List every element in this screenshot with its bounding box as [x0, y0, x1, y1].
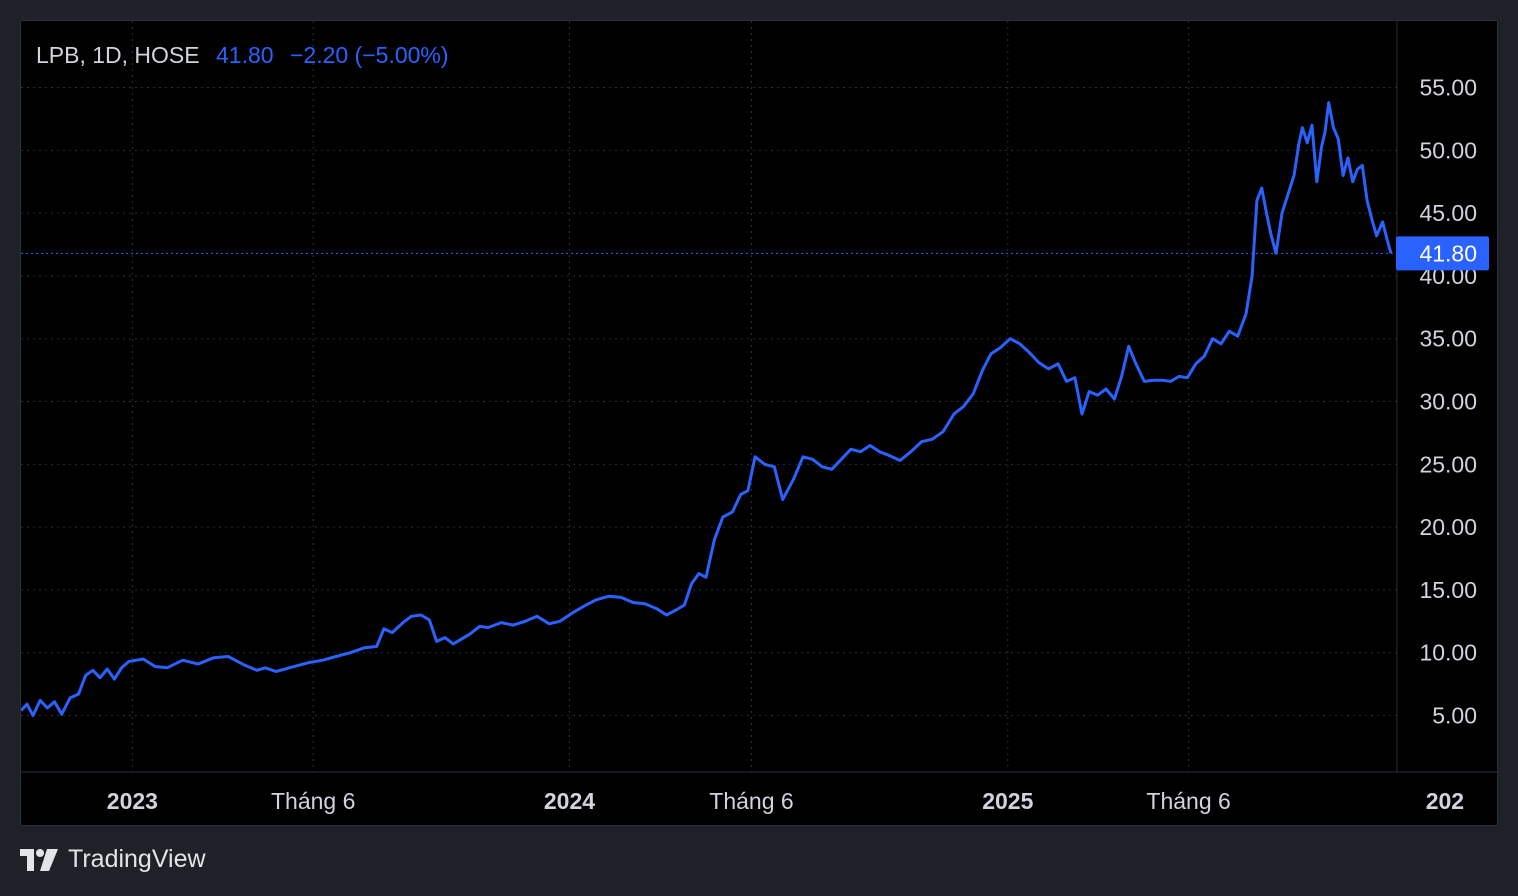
y-tick-label: 15.00: [1419, 577, 1477, 603]
x-axis-labels: 2023 Tháng 6 2024 Tháng 6 2025 Tháng 6 202: [107, 788, 1464, 814]
y-tick-label: 55.00: [1419, 75, 1477, 101]
tradingview-logo-icon: [20, 848, 58, 871]
y-axis-labels: 5.0010.0015.0020.0025.0030.0035.0040.004…: [1419, 75, 1477, 729]
y-tick-label: 45.00: [1419, 200, 1477, 226]
x-tick-label: 2023: [107, 788, 158, 814]
x-tick-label: Tháng 6: [709, 788, 793, 814]
branding-name: TradingView: [68, 845, 206, 873]
legend-symbol: LPB, 1D, HOSE: [36, 42, 200, 68]
x-tick-label: 2024: [544, 788, 595, 814]
legend-price: 41.80: [216, 42, 274, 68]
y-tick-label: 50.00: [1419, 137, 1477, 163]
x-tick-label: 202: [1426, 788, 1464, 814]
branding[interactable]: TradingView: [20, 845, 206, 874]
grid-lines: [21, 21, 1397, 772]
x-tick-label: 2025: [982, 788, 1033, 814]
y-tick-label: 10.00: [1419, 640, 1477, 666]
legend-change: −2.20 (−5.00%): [289, 42, 449, 68]
y-tick-label: 5.00: [1432, 702, 1477, 728]
x-tick-label: Tháng 6: [271, 788, 355, 814]
price-series-line[interactable]: [21, 101, 1393, 717]
price-chart[interactable]: 5.0010.0015.0020.0025.0030.0035.0040.004…: [21, 21, 1499, 827]
chart-legend: LPB, 1D, HOSE 41.80 −2.20 (−5.00%): [36, 42, 449, 69]
y-tick-label: 20.00: [1419, 514, 1477, 540]
y-tick-label: 30.00: [1419, 389, 1477, 415]
x-tick-label: Tháng 6: [1146, 788, 1230, 814]
last-price-badge: 41.80: [1396, 236, 1489, 271]
y-tick-label: 35.00: [1419, 326, 1477, 352]
last-price-label: 41.80: [1419, 240, 1477, 266]
chart-panel[interactable]: 5.00 10.00 15.00 20.00 25.00 30.00 35.00 40.00 4…: [20, 20, 1499, 827]
y-tick-label: 25.00: [1419, 451, 1477, 477]
